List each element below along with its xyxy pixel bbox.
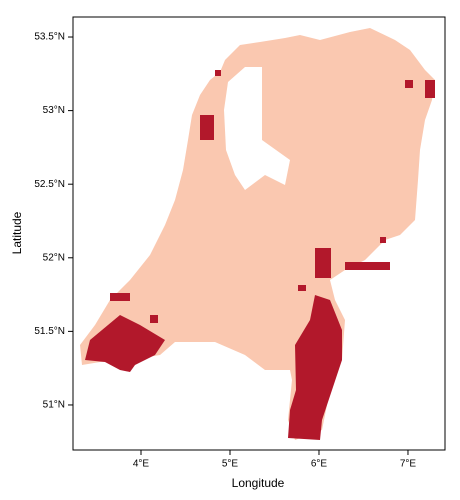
- y-tick-label: 53°N: [43, 105, 65, 116]
- high-value-areas: [85, 70, 435, 440]
- area: [110, 293, 130, 301]
- y-tick-label: 52.5°N: [34, 179, 65, 190]
- x-tick-label: 6°E: [311, 459, 328, 470]
- x-tick-label: 7°E: [400, 459, 417, 470]
- area: [85, 315, 165, 372]
- map-layer: [80, 28, 435, 440]
- area: [215, 70, 221, 76]
- area: [380, 237, 386, 243]
- y-tick-label: 51.5°N: [34, 326, 65, 337]
- area: [315, 248, 331, 278]
- area: [288, 295, 342, 440]
- area: [150, 315, 158, 323]
- area: [298, 285, 306, 291]
- y-tick-label: 53.5°N: [34, 32, 65, 43]
- x-tick-label: 4°E: [133, 459, 150, 470]
- y-tick-label: 52°N: [43, 252, 65, 263]
- area: [345, 262, 390, 270]
- area: [405, 80, 413, 88]
- y-tick-label: 51°N: [43, 400, 65, 411]
- land: [80, 28, 435, 440]
- area: [425, 80, 435, 98]
- area: [200, 115, 214, 140]
- x-tick-label: 5°E: [222, 459, 239, 470]
- y-axis-title: Latitude: [10, 211, 24, 254]
- x-axis-title: Longitude: [232, 476, 285, 490]
- plot-frame: [72, 16, 446, 451]
